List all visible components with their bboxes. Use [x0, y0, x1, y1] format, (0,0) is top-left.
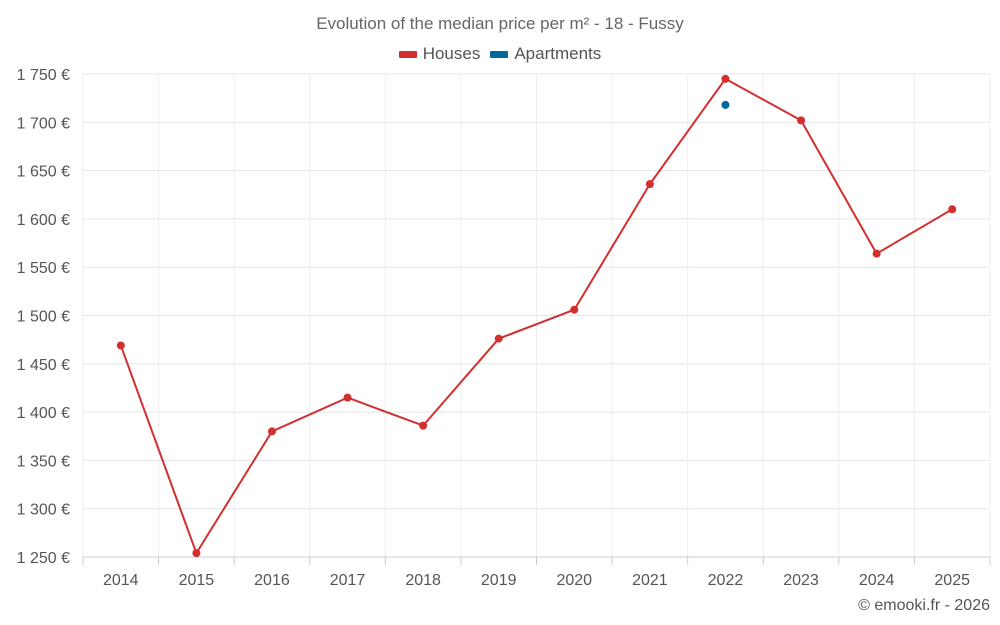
- y-tick-label: 1 350 €: [17, 453, 70, 470]
- x-tick-label: 2024: [859, 572, 895, 589]
- data-point-houses[interactable]: [267, 427, 276, 436]
- credit-text: © emooki.fr - 2026: [858, 597, 990, 614]
- y-tick-label: 1 550 €: [17, 260, 70, 277]
- y-tick-label: 1 750 €: [17, 67, 70, 84]
- x-tick-label: 2015: [179, 572, 215, 589]
- data-point-houses[interactable]: [721, 74, 730, 83]
- legend-item-houses[interactable]: Houses: [398, 44, 481, 64]
- series-line-houses: [119, 77, 953, 555]
- data-point-houses[interactable]: [797, 116, 806, 125]
- y-axis: 1 250 € 1 300 € 1 350 € 1 400 € 1 450 € 1 500…: [17, 67, 70, 567]
- chart-title: Evolution of the median price per m² - 1…: [316, 14, 684, 33]
- data-point-houses[interactable]: [645, 180, 654, 189]
- x-tick-label: 2016: [254, 572, 290, 589]
- y-tick-label: 1 600 €: [17, 212, 70, 229]
- legend-item-apartments[interactable]: Apartments: [490, 44, 601, 64]
- x-axis: 2014 2015 2016 2017 2018 2019 2020 2021 2022 2023…: [82, 556, 991, 589]
- data-point-houses[interactable]: [570, 305, 579, 314]
- data-point-houses[interactable]: [872, 249, 881, 258]
- y-tick-label: 1 400 €: [17, 405, 70, 422]
- y-tick-label: 1 450 €: [17, 357, 70, 374]
- grid: [82, 73, 991, 558]
- y-tick-label: 1 250 €: [17, 550, 70, 567]
- chart-legend: Houses Apartments: [0, 44, 1000, 64]
- x-tick-label: 2022: [708, 572, 744, 589]
- data-point-houses[interactable]: [948, 205, 957, 214]
- legend-label-apartments: Apartments: [514, 44, 602, 63]
- x-tick-label: 2023: [783, 572, 819, 589]
- y-tick-label: 1 700 €: [17, 115, 70, 132]
- x-tick-label: 2021: [632, 572, 668, 589]
- series-houses: [116, 74, 957, 558]
- x-tick-label: 2025: [934, 572, 970, 589]
- x-tick-label: 2019: [481, 572, 517, 589]
- data-point-houses[interactable]: [192, 549, 201, 558]
- legend-label-houses: Houses: [422, 44, 481, 63]
- data-point-houses[interactable]: [343, 393, 352, 402]
- data-point-houses[interactable]: [419, 421, 428, 430]
- data-point-houses[interactable]: [494, 334, 503, 343]
- x-tick-label: 2018: [405, 572, 441, 589]
- x-tick-label: 2020: [556, 572, 592, 589]
- x-tick-label: 2017: [330, 572, 366, 589]
- data-point-apartments[interactable]: [721, 100, 730, 109]
- x-tick-label: 2014: [103, 572, 139, 589]
- y-tick-label: 1 650 €: [17, 164, 70, 181]
- legend-swatch-apartments: [490, 50, 509, 58]
- legend-swatch-houses: [398, 50, 417, 58]
- y-tick-label: 1 500 €: [17, 309, 70, 326]
- series-layer: [116, 74, 957, 558]
- y-tick-label: 1 300 €: [17, 502, 70, 519]
- data-point-houses[interactable]: [116, 341, 125, 350]
- series-apartments: [721, 100, 730, 109]
